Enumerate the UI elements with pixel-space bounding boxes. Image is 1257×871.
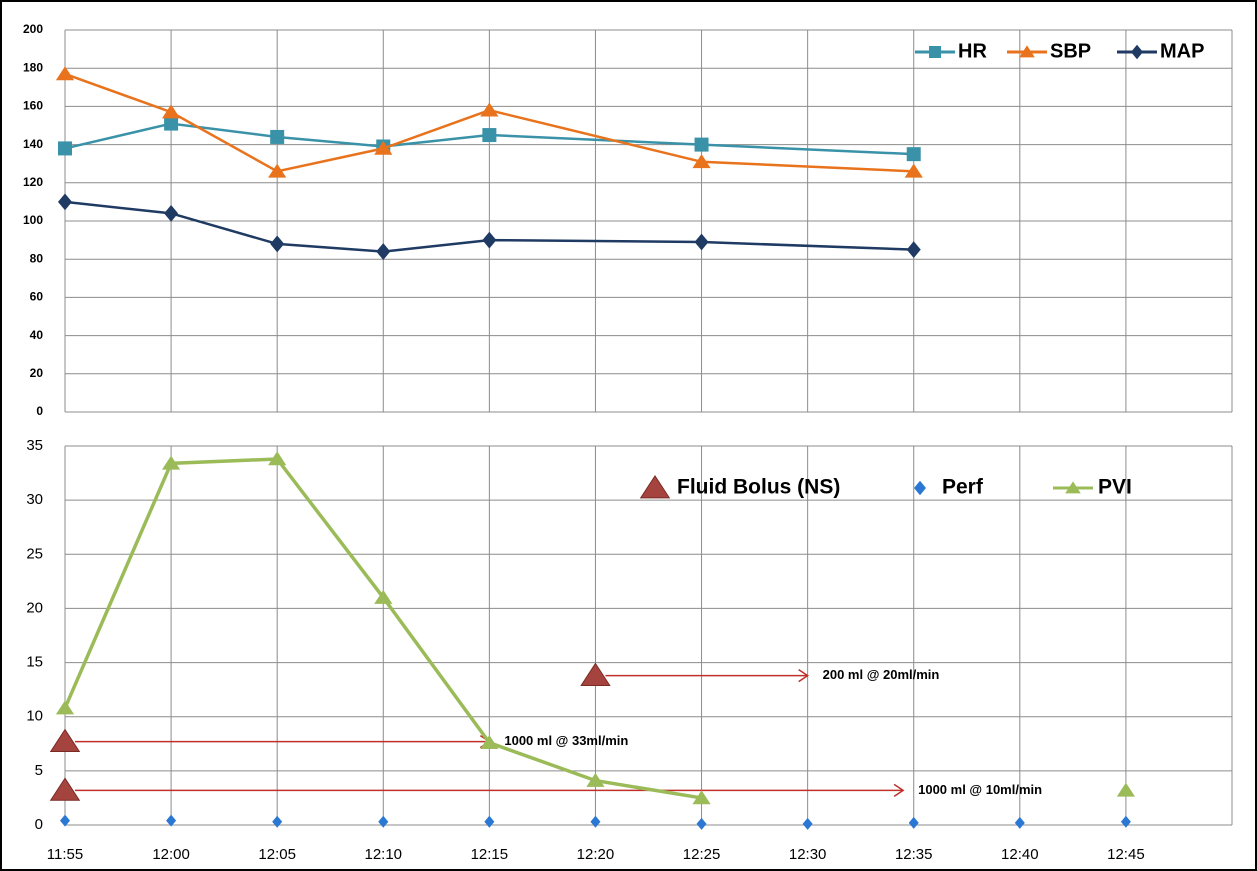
- y-tick-label: 60: [30, 290, 44, 304]
- data-point: [480, 735, 499, 750]
- y-tick-label: 180: [23, 60, 43, 74]
- x-tick-label: 12:40: [1001, 846, 1039, 863]
- data-point: [692, 154, 711, 169]
- data-point: [484, 815, 495, 828]
- x-tick-label: 12:45: [1107, 846, 1145, 863]
- data-point: [482, 231, 497, 249]
- legend-label: HR: [958, 40, 987, 62]
- y-tick-label: 0: [35, 816, 43, 833]
- y-tick-label: 0: [36, 404, 43, 418]
- y-tick-label: 10: [26, 708, 43, 725]
- y-tick-label: 35: [26, 437, 43, 454]
- data-point: [906, 147, 921, 162]
- x-tick-label: 12:30: [789, 846, 827, 863]
- data-point: [49, 728, 81, 753]
- legend-marker: [1019, 45, 1035, 58]
- data-point: [1014, 816, 1025, 829]
- data-point: [270, 129, 285, 144]
- legend-marker: [1131, 44, 1143, 60]
- data-point: [586, 772, 605, 787]
- data-point: [374, 140, 393, 155]
- data-point: [480, 102, 499, 117]
- annotation: 1000 ml @ 10ml/min: [918, 782, 1042, 797]
- data-point: [694, 233, 709, 251]
- data-point: [60, 814, 70, 827]
- data-point: [482, 128, 497, 143]
- x-tick-label: 12:05: [258, 846, 296, 863]
- x-tick-label: 12:25: [683, 846, 721, 863]
- y-tick-label: 5: [35, 762, 43, 779]
- data-point: [696, 817, 707, 830]
- data-point: [378, 815, 389, 828]
- y-tick-label: 30: [26, 491, 43, 508]
- x-tick-label: 11:55: [47, 846, 83, 863]
- x-tick-label: 12:10: [364, 846, 402, 863]
- data-point: [272, 815, 283, 828]
- data-point: [692, 790, 711, 805]
- data-point: [1120, 815, 1131, 828]
- data-point: [49, 777, 81, 801]
- legend-label: SBP: [1050, 40, 1091, 62]
- data-point: [58, 141, 72, 156]
- annotation: 1000 ml @ 33ml/min: [504, 733, 628, 748]
- data-point: [268, 163, 287, 178]
- arrow-head: [798, 668, 809, 683]
- data-point: [164, 116, 179, 131]
- data-point: [270, 235, 285, 253]
- data-point: [580, 662, 611, 686]
- data-point: [164, 204, 179, 222]
- data-point: [802, 817, 813, 830]
- data-point: [55, 700, 75, 715]
- data-point: [904, 163, 923, 178]
- y-tick-label: 15: [26, 654, 43, 671]
- y-tick-label: 80: [30, 251, 44, 265]
- data-point: [268, 451, 287, 466]
- data-point: [906, 241, 921, 259]
- annotation: 200 ml @ 20ml/min: [823, 667, 940, 682]
- data-point: [161, 455, 181, 470]
- data-point: [376, 243, 391, 260]
- data-point: [166, 814, 177, 827]
- y-tick-label: 20: [26, 599, 43, 616]
- x-tick-label: 12:00: [152, 846, 190, 863]
- data-point: [1116, 782, 1136, 797]
- data-point: [374, 589, 393, 604]
- data-point: [590, 815, 601, 828]
- data-point: [908, 816, 919, 829]
- legend-label: PVI: [1098, 476, 1132, 499]
- y-tick-label: 200: [23, 22, 43, 36]
- x-tick-label: 12:35: [895, 846, 933, 863]
- legend-marker: [914, 480, 926, 496]
- legend-marker: [639, 474, 671, 499]
- x-tick-label: 12:15: [471, 846, 509, 863]
- legend-marker: [1065, 481, 1081, 494]
- y-tick-label: 25: [26, 545, 43, 562]
- y-tick-label: 120: [23, 175, 43, 189]
- legend-label: Fluid Bolus (NS): [677, 476, 840, 499]
- y-tick-label: 40: [30, 328, 44, 342]
- data-point: [161, 104, 181, 119]
- legend-marker: [929, 46, 941, 58]
- y-tick-label: 160: [23, 99, 43, 113]
- y-tick-label: 140: [23, 137, 43, 151]
- data-point: [55, 66, 75, 81]
- legend-label: MAP: [1160, 40, 1204, 62]
- x-tick-label: 12:20: [577, 846, 615, 863]
- y-tick-label: 20: [30, 366, 44, 380]
- y-tick-label: 100: [23, 213, 43, 227]
- data-point: [694, 137, 709, 152]
- legend-label: Perf: [942, 476, 984, 499]
- data-point: [58, 193, 72, 211]
- arrow-head: [893, 783, 905, 797]
